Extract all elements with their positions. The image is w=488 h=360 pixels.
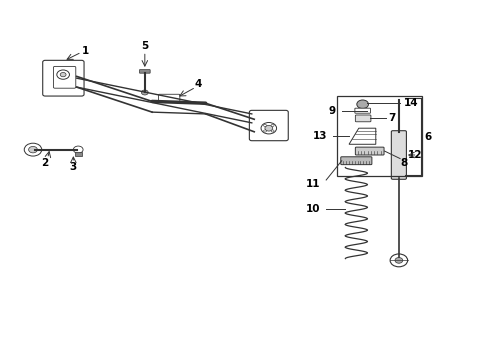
Text: 8: 8 (399, 158, 407, 168)
Circle shape (263, 130, 266, 132)
Text: 14: 14 (403, 98, 418, 108)
Circle shape (261, 122, 276, 134)
FancyBboxPatch shape (355, 147, 383, 155)
Circle shape (57, 70, 69, 79)
Circle shape (264, 125, 272, 131)
Text: 3: 3 (70, 162, 77, 172)
Text: 4: 4 (194, 78, 202, 89)
Circle shape (24, 143, 41, 156)
Text: 11: 11 (305, 179, 320, 189)
Circle shape (60, 72, 66, 77)
Text: 9: 9 (328, 106, 335, 116)
Text: 7: 7 (387, 113, 394, 123)
Text: 6: 6 (424, 132, 431, 142)
FancyBboxPatch shape (158, 94, 180, 102)
Text: 10: 10 (305, 203, 320, 213)
Circle shape (270, 130, 273, 132)
PathPatch shape (348, 128, 375, 144)
Circle shape (270, 124, 273, 126)
FancyBboxPatch shape (42, 60, 84, 96)
FancyBboxPatch shape (139, 69, 150, 73)
Text: 1: 1 (81, 46, 88, 56)
Text: 12: 12 (407, 150, 421, 160)
Text: 5: 5 (141, 41, 148, 51)
Text: 2: 2 (41, 158, 49, 168)
FancyBboxPatch shape (354, 108, 370, 113)
FancyBboxPatch shape (340, 157, 371, 165)
Circle shape (389, 254, 407, 267)
Circle shape (73, 146, 83, 153)
Circle shape (394, 257, 402, 263)
FancyBboxPatch shape (53, 66, 76, 88)
Circle shape (356, 100, 368, 109)
Circle shape (263, 124, 266, 126)
Circle shape (29, 147, 37, 153)
FancyBboxPatch shape (390, 131, 406, 179)
Circle shape (141, 90, 148, 95)
FancyBboxPatch shape (249, 111, 287, 141)
Text: 13: 13 (312, 131, 326, 141)
FancyBboxPatch shape (75, 153, 81, 156)
FancyBboxPatch shape (355, 115, 370, 122)
